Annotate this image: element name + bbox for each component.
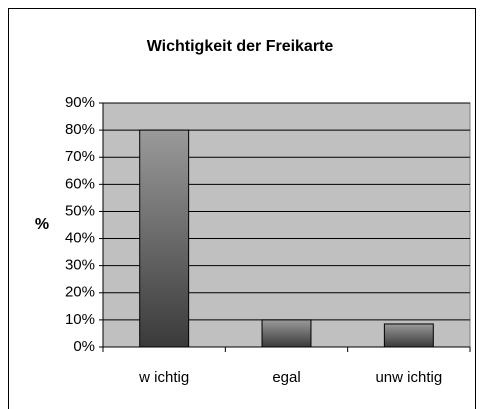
bar [261, 319, 312, 348]
y-tick-label: 90% [65, 94, 95, 111]
x-tick-label: w ichtig [138, 369, 189, 386]
y-tick-label: 80% [65, 121, 95, 138]
chart-title: Wichtigkeit der Freikarte [147, 38, 334, 55]
y-tick-label: 30% [65, 257, 95, 274]
y-tick-label: 70% [65, 148, 95, 165]
y-tick-label: 60% [65, 175, 95, 192]
bar [383, 323, 434, 348]
frame [8, 8, 476, 409]
bar [139, 129, 190, 348]
y-tick-label: 50% [65, 202, 95, 219]
x-tick-label: unw ichtig [375, 369, 442, 386]
y-tick-label: 0% [73, 338, 95, 355]
y-tick-label: 10% [65, 311, 95, 328]
x-tick-label: egal [272, 369, 300, 386]
y-tick-label: 40% [65, 230, 95, 247]
y-axis-label: % [35, 216, 49, 233]
y-tick-label: 20% [65, 284, 95, 301]
